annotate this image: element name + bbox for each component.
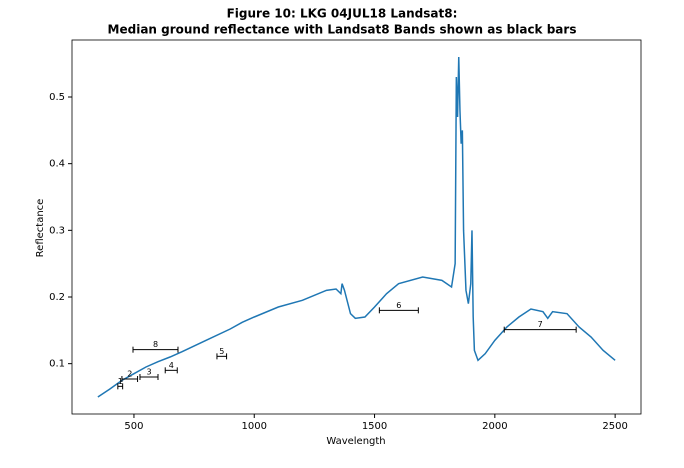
y-tick-label: 0.2 <box>49 292 65 303</box>
x-tick-label: 1000 <box>242 421 267 432</box>
band-label: 7 <box>538 320 543 329</box>
y-axis-label: Reflectance <box>35 199 46 258</box>
chart-subtitle: Median ground reflectance with Landsat8 … <box>108 23 577 37</box>
band-label: 5 <box>219 347 224 356</box>
x-tick-label: 1500 <box>362 421 387 432</box>
data-line <box>97 56 616 398</box>
band-label: 8 <box>153 340 158 349</box>
x-axis-label: Wavelength <box>326 436 385 447</box>
band-label: 1 <box>118 377 123 386</box>
band-label: 6 <box>396 301 401 310</box>
x-tick-label: 2000 <box>482 421 507 432</box>
y-tick-label: 0.4 <box>49 159 65 170</box>
band-label: 4 <box>169 361 174 370</box>
plot-frame <box>71 39 642 415</box>
chart-title: Figure 10: LKG 04JUL18 Landsat8: <box>227 7 458 21</box>
band-label: 2 <box>127 370 132 379</box>
x-tick-label: 500 <box>124 421 143 432</box>
y-tick-label: 0.1 <box>49 359 65 370</box>
band-label: 3 <box>146 368 151 377</box>
y-tick-label: 0.3 <box>49 225 65 236</box>
x-tick-label: 2500 <box>602 421 627 432</box>
y-tick-label: 0.5 <box>49 92 65 103</box>
